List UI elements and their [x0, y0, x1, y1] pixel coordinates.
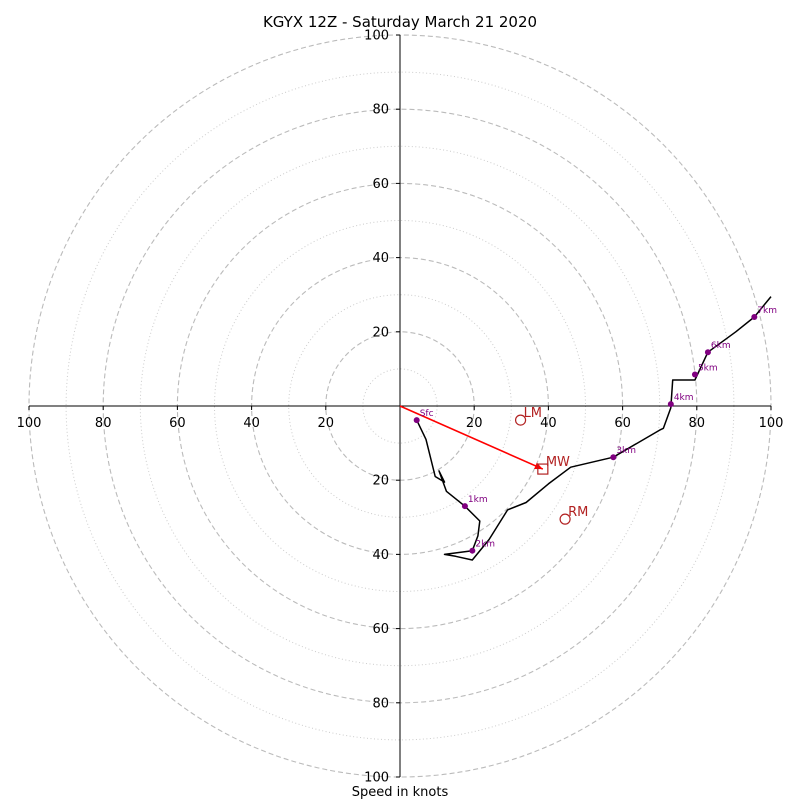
height-marker-dot	[610, 454, 617, 461]
x-axis-label: Speed in knots	[352, 785, 449, 800]
storm-motion-marker	[559, 513, 571, 525]
x-tick-label: 80	[689, 416, 706, 431]
height-marker-label: 5km	[698, 363, 718, 373]
x-tick-label: 80	[95, 416, 112, 431]
height-marker-label: 2km	[475, 540, 495, 550]
height-marker-dot	[691, 371, 698, 378]
height-marker-label: 4km	[674, 393, 694, 403]
height-marker-dot	[751, 313, 758, 320]
y-tick-label: 20	[372, 325, 389, 340]
storm-motion-marker	[537, 463, 549, 475]
x-tick-label: 60	[169, 416, 186, 431]
y-tick-label: 80	[372, 696, 389, 711]
x-tick-label: 40	[243, 416, 260, 431]
y-tick-label: 20	[372, 474, 389, 489]
height-marker-dot	[461, 503, 468, 510]
y-tick-label: 100	[364, 771, 389, 786]
y-tick-label: 40	[372, 548, 389, 563]
y-tick-label: 40	[372, 251, 389, 266]
storm-motion-label: RM	[568, 505, 588, 520]
storm-motion-label: MW	[546, 455, 570, 470]
tick-label-group: 20 20 20 20 40 40 40 40 60 60 60 60 80 80 80 80 100 100 10…	[17, 29, 784, 786]
shear-vector-group	[399, 405, 544, 470]
shear-vector-arrowhead	[534, 462, 543, 470]
height-marker-dot	[667, 401, 674, 408]
hodograph-trace-group	[416, 296, 772, 561]
chart-title: KGYX 12Z - Saturday March 21 2020	[263, 13, 537, 31]
storm-motion-marker	[514, 414, 527, 426]
x-tick-label: 40	[540, 416, 557, 431]
x-tick-label: 60	[614, 416, 631, 431]
storm-motion-label: LM	[524, 406, 542, 421]
height-marker-dot	[469, 547, 476, 554]
x-tick-label: 100	[17, 416, 42, 431]
x-tick-label: 20	[318, 416, 335, 431]
hodograph-line	[416, 296, 772, 561]
x-tick-label: 20	[466, 416, 483, 431]
height-marker-label: 3km	[616, 446, 636, 456]
y-tick-label: 100	[364, 29, 389, 44]
height-marker-dot	[704, 349, 711, 356]
shear-vector-line	[399, 405, 544, 470]
y-tick-label: 60	[372, 622, 389, 637]
y-tick-label: 60	[372, 177, 389, 192]
height-marker-dot	[413, 417, 420, 424]
height-marker-label: 6km	[711, 341, 731, 351]
height-marker-group: Sfc 1km 2km 3km 4km 5km 6km 7km	[413, 306, 777, 554]
storm-motion-group: LM MW RM	[514, 406, 588, 525]
height-marker-label: Sfc	[420, 409, 434, 419]
height-marker-label: 1km	[468, 495, 488, 505]
y-tick-label: 80	[372, 103, 389, 118]
height-marker-label: 7km	[757, 306, 777, 316]
x-tick-label: 100	[759, 416, 784, 431]
